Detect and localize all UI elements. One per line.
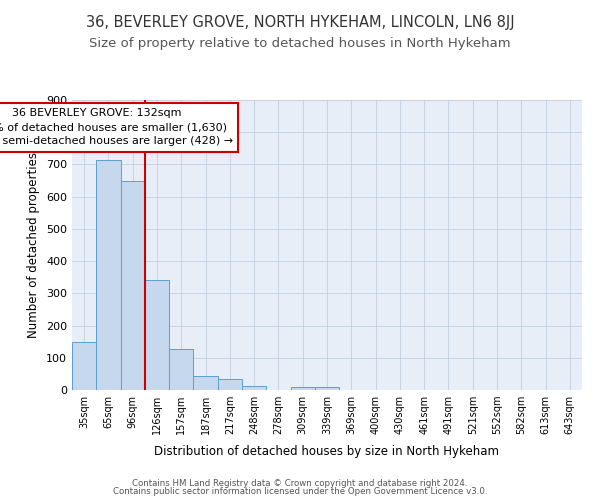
Bar	[290, 387, 315, 390]
Text: 36 BEVERLEY GROVE: 132sqm
← 79% of detached houses are smaller (1,630)
21% of se: 36 BEVERLEY GROVE: 132sqm ← 79% of detac…	[0, 108, 233, 146]
Text: Contains public sector information licensed under the Open Government Licence v3: Contains public sector information licen…	[113, 487, 487, 496]
Text: 36, BEVERLEY GROVE, NORTH HYKEHAM, LINCOLN, LN6 8JJ: 36, BEVERLEY GROVE, NORTH HYKEHAM, LINCO…	[86, 15, 514, 30]
X-axis label: Distribution of detached houses by size in North Hykeham: Distribution of detached houses by size …	[155, 446, 499, 458]
Bar	[169, 349, 193, 390]
Bar	[121, 180, 145, 390]
Bar	[96, 160, 121, 390]
Text: Size of property relative to detached houses in North Hykeham: Size of property relative to detached ho…	[89, 38, 511, 51]
Bar	[145, 280, 169, 390]
Text: Contains HM Land Registry data © Crown copyright and database right 2024.: Contains HM Land Registry data © Crown c…	[132, 478, 468, 488]
Bar	[315, 388, 339, 390]
Bar	[218, 378, 242, 390]
Bar	[193, 376, 218, 390]
Bar	[242, 386, 266, 390]
Y-axis label: Number of detached properties: Number of detached properties	[28, 152, 40, 338]
Bar	[72, 342, 96, 390]
